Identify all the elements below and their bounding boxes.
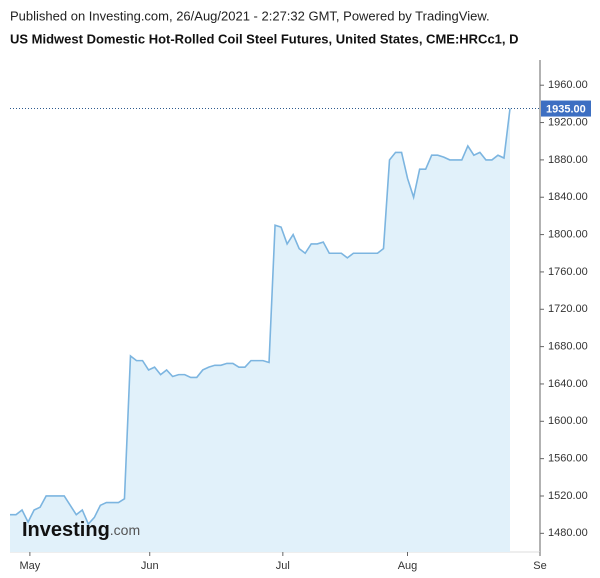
line: [10, 108, 511, 526]
y-tick-label: 1680.00: [548, 341, 588, 353]
logo-text: Investing: [22, 519, 110, 541]
x-tick-label: Se: [533, 560, 546, 572]
y-tick-label: 1480.00: [548, 527, 588, 539]
y-tick-label: 1880.00: [548, 154, 588, 166]
last-value-box: [541, 100, 591, 117]
last-value-label: 1935.00: [546, 103, 586, 115]
x-tick-label: Aug: [398, 560, 418, 572]
x-tick-label: Jun: [141, 560, 159, 572]
y-tick-label: 1960.00: [548, 79, 588, 91]
y-tick-label: 1800.00: [548, 228, 588, 240]
logo-suffix: .com: [110, 522, 140, 538]
chart-title: US Midwest Domestic Hot-Rolled Coil Stee…: [10, 31, 519, 46]
publisher-note: Published on Investing.com, 26/Aug/2021 …: [10, 8, 490, 23]
area: [10, 108, 510, 553]
y-tick-label: 1600.00: [548, 415, 588, 427]
y-tick-label: 1560.00: [548, 453, 588, 465]
y-tick-label: 1840.00: [548, 191, 588, 203]
y-tick-label: 1920.00: [548, 116, 588, 128]
x-tick-label: May: [19, 560, 40, 572]
x-tick-label: Jul: [276, 560, 290, 572]
y-tick-label: 1760.00: [548, 266, 588, 278]
y-tick-label: 1640.00: [548, 378, 588, 390]
y-tick-label: 1720.00: [548, 303, 588, 315]
y-tick-label: 1520.00: [548, 490, 588, 502]
logo: Investing.com: [22, 519, 140, 541]
